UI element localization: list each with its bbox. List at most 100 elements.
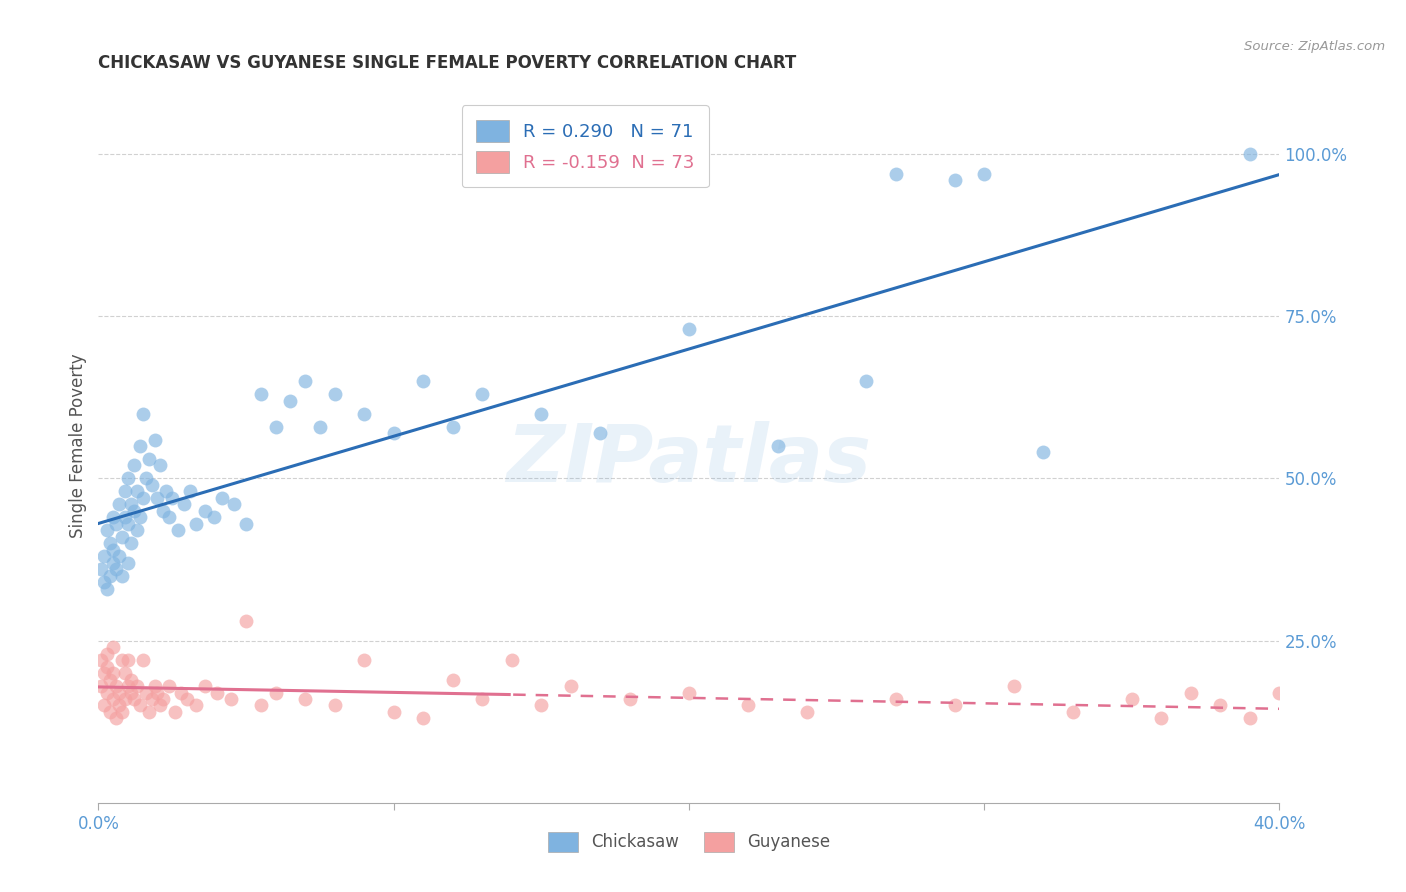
Point (146, 491, 169, 505)
Point (125, 679, 148, 693)
Point (884, 692, 907, 706)
Point (471, 387, 494, 401)
Point (96, 582, 118, 596)
Point (1298, 698, 1320, 713)
Point (173, 497, 195, 511)
Point (105, 562, 128, 576)
Point (1180, 685, 1202, 699)
Text: CHICKASAW VS GUYANESE SINGLE FEMALE POVERTY CORRELATION CHART: CHICKASAW VS GUYANESE SINGLE FEMALE POVE… (98, 54, 797, 72)
Point (1268, 685, 1291, 699)
Point (122, 458, 145, 473)
Point (1357, 718, 1379, 732)
Point (184, 698, 207, 713)
Point (90, 562, 112, 576)
Point (737, 698, 759, 713)
Point (530, 698, 553, 713)
Point (103, 692, 125, 706)
Point (1062, 705, 1084, 719)
Point (93, 549, 115, 564)
Point (117, 516, 139, 531)
Point (264, 685, 287, 699)
Point (120, 685, 142, 699)
Point (884, 167, 907, 181)
Point (93, 666, 115, 681)
Point (98, 536, 121, 550)
Point (96, 524, 118, 538)
Point (353, 653, 375, 667)
Point (294, 374, 316, 388)
Point (117, 679, 139, 693)
Point (114, 510, 136, 524)
Point (105, 679, 128, 693)
Point (194, 679, 217, 693)
Point (678, 685, 700, 699)
Point (250, 387, 273, 401)
Point (855, 374, 877, 388)
Legend: Chickasaw, Guyanese: Chickasaw, Guyanese (541, 825, 837, 859)
Point (122, 692, 145, 706)
Point (128, 510, 150, 524)
Point (120, 673, 142, 687)
Point (111, 568, 134, 582)
Point (96, 685, 118, 699)
Point (323, 387, 346, 401)
Point (111, 530, 134, 544)
Point (125, 524, 148, 538)
Point (98, 568, 121, 582)
Point (149, 698, 172, 713)
Point (132, 653, 155, 667)
Point (471, 692, 494, 706)
Point (176, 692, 198, 706)
Point (90, 679, 112, 693)
Point (501, 653, 523, 667)
Point (96, 647, 118, 661)
Point (170, 685, 193, 699)
Point (943, 173, 966, 187)
Point (108, 698, 131, 713)
Point (143, 679, 166, 693)
Point (441, 673, 464, 687)
Point (157, 510, 180, 524)
Point (114, 666, 136, 681)
Point (194, 504, 217, 518)
Point (224, 497, 246, 511)
Point (179, 484, 201, 499)
Point (221, 692, 243, 706)
Point (98, 705, 121, 719)
Point (264, 419, 287, 434)
Point (111, 653, 134, 667)
Point (294, 692, 316, 706)
Point (766, 439, 789, 453)
Point (108, 549, 131, 564)
Point (120, 497, 142, 511)
Point (143, 433, 166, 447)
Point (149, 458, 172, 473)
Point (1150, 711, 1173, 725)
Point (152, 504, 174, 518)
Point (1209, 698, 1232, 713)
Point (114, 692, 136, 706)
Point (105, 711, 128, 725)
Point (103, 542, 125, 557)
Point (138, 452, 160, 467)
Point (135, 685, 157, 699)
Point (382, 705, 405, 719)
Point (619, 692, 641, 706)
Point (250, 698, 273, 713)
Point (1032, 445, 1054, 459)
Point (120, 536, 142, 550)
Point (211, 491, 233, 505)
Point (796, 705, 818, 719)
Point (309, 419, 332, 434)
Point (117, 556, 139, 570)
Point (973, 167, 995, 181)
Point (280, 393, 302, 408)
Point (235, 614, 257, 628)
Point (138, 705, 160, 719)
Point (135, 471, 157, 485)
Point (1239, 147, 1261, 161)
Point (441, 419, 464, 434)
Point (157, 679, 180, 693)
Point (1327, 711, 1350, 725)
Point (103, 510, 125, 524)
